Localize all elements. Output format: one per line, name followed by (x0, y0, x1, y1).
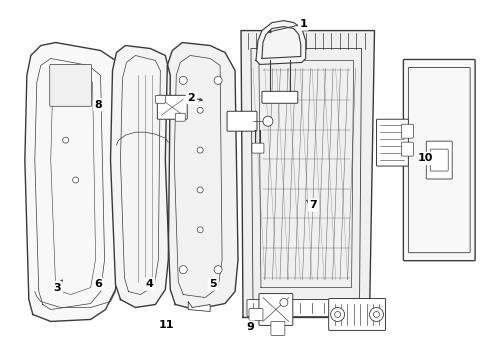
Circle shape (197, 107, 203, 113)
Text: 2: 2 (188, 93, 195, 103)
Circle shape (335, 311, 341, 318)
Circle shape (197, 227, 203, 233)
Text: 4: 4 (146, 279, 154, 289)
Polygon shape (241, 31, 374, 318)
FancyBboxPatch shape (271, 321, 285, 336)
Text: 10: 10 (418, 153, 433, 163)
Circle shape (280, 298, 288, 306)
FancyBboxPatch shape (376, 119, 408, 166)
Text: 7: 7 (310, 200, 317, 210)
FancyBboxPatch shape (426, 141, 452, 179)
FancyBboxPatch shape (157, 95, 187, 119)
Polygon shape (188, 302, 210, 311)
Text: 8: 8 (95, 100, 102, 110)
Circle shape (179, 76, 187, 84)
Circle shape (63, 137, 69, 143)
FancyBboxPatch shape (252, 143, 264, 153)
Text: 5: 5 (209, 279, 217, 289)
FancyBboxPatch shape (329, 298, 386, 330)
Text: 1: 1 (300, 19, 307, 29)
FancyBboxPatch shape (401, 124, 414, 138)
Circle shape (263, 116, 273, 126)
FancyBboxPatch shape (227, 111, 257, 131)
Text: 6: 6 (95, 279, 102, 289)
Circle shape (214, 266, 222, 274)
Circle shape (197, 147, 203, 153)
Circle shape (373, 311, 379, 318)
Circle shape (331, 307, 344, 321)
FancyBboxPatch shape (401, 142, 414, 156)
FancyBboxPatch shape (155, 95, 165, 103)
FancyBboxPatch shape (262, 91, 298, 103)
FancyBboxPatch shape (249, 309, 263, 320)
FancyBboxPatch shape (50, 64, 92, 106)
Text: 11: 11 (159, 320, 174, 330)
Polygon shape (25, 42, 121, 321)
Circle shape (179, 266, 187, 274)
Polygon shape (111, 45, 171, 307)
FancyBboxPatch shape (175, 113, 185, 121)
Circle shape (214, 76, 222, 84)
Polygon shape (256, 21, 306, 64)
FancyBboxPatch shape (247, 300, 366, 316)
FancyBboxPatch shape (403, 59, 475, 261)
FancyBboxPatch shape (430, 149, 448, 171)
Text: 3: 3 (53, 283, 61, 293)
Polygon shape (165, 42, 238, 310)
Circle shape (73, 177, 78, 183)
Circle shape (197, 187, 203, 193)
Circle shape (369, 307, 384, 321)
FancyBboxPatch shape (259, 293, 293, 325)
Text: 9: 9 (246, 322, 254, 332)
